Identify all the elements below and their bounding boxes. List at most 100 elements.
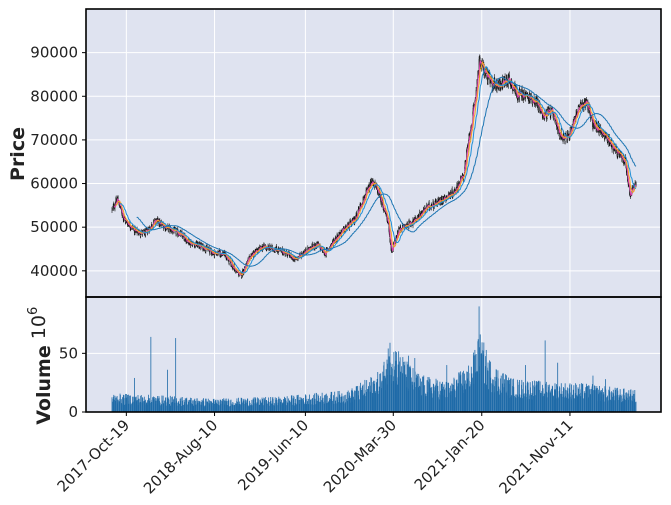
volume-bar — [314, 398, 316, 412]
volume-bar — [557, 362, 559, 412]
volume-bar — [126, 393, 128, 412]
volume-bar — [333, 403, 335, 412]
volume-bar — [170, 405, 171, 412]
volume-bar — [620, 395, 621, 412]
volume-bar — [490, 377, 492, 412]
volume-bar — [391, 368, 393, 412]
volume-bar — [588, 385, 590, 412]
volume-bar — [335, 403, 337, 412]
price-panel: 40000 50000 60000 70000 80000 90000 — [30, 9, 661, 297]
volume-bar — [169, 395, 171, 412]
volume-bar — [195, 400, 197, 412]
volume-bar — [274, 397, 276, 412]
candle-body — [115, 197, 117, 203]
volume-panel: 0 50 — [59, 297, 661, 421]
volume-bar — [379, 373, 381, 412]
x-tick-label: 2020-Mar-30 — [320, 416, 400, 496]
volume-bar — [327, 402, 328, 412]
volume-bar — [239, 403, 241, 412]
volume-bar — [304, 403, 305, 412]
volume-bar — [601, 389, 603, 412]
volume-bar — [339, 396, 341, 412]
volume-bar — [125, 393, 126, 412]
volume-bar — [325, 394, 326, 412]
candle-body — [473, 104, 475, 106]
volume-bar — [142, 401, 144, 412]
volume-bar — [396, 352, 397, 412]
candle-body — [525, 93, 527, 95]
candle-body — [153, 220, 155, 222]
volume-bar — [265, 396, 267, 412]
volume-bar — [264, 400, 266, 412]
candle-body — [602, 134, 604, 137]
volume-bar — [492, 384, 494, 412]
price-y-tick-label: 50000 — [30, 218, 78, 236]
candle-body — [479, 57, 481, 60]
volume-bar — [155, 400, 157, 412]
volume-bar — [425, 393, 427, 412]
volume-bar — [297, 394, 299, 412]
volume-bar — [238, 397, 239, 412]
volume-bar — [448, 392, 450, 412]
candle-body — [565, 133, 567, 136]
volume-bar — [511, 395, 513, 412]
volume-bar — [609, 392, 611, 412]
volume-bar — [325, 393, 327, 412]
volume-bar — [590, 388, 592, 412]
volume-bar — [293, 396, 295, 412]
volume-bar — [530, 387, 531, 412]
volume-bar — [496, 391, 498, 412]
volume-bar — [258, 398, 259, 412]
volume-bar — [205, 398, 207, 412]
candle-body — [352, 218, 354, 220]
candle-body — [632, 186, 634, 189]
volume-bar — [176, 398, 177, 412]
candle-body — [544, 111, 546, 115]
volume-bar — [438, 397, 439, 412]
candle-body — [251, 253, 253, 255]
volume-bar — [310, 399, 312, 412]
volume-bar — [555, 389, 556, 412]
volume-bar — [574, 398, 575, 412]
candle-body — [534, 102, 536, 104]
volume-bar — [389, 362, 391, 412]
volume-bar — [469, 386, 471, 412]
volume-bar — [249, 402, 251, 412]
candle-body — [377, 190, 379, 195]
volume-bar — [488, 389, 490, 412]
volume-bar — [538, 380, 540, 412]
volume-scale-exponent: 6 — [26, 307, 41, 315]
price-y-tick-label: 70000 — [30, 131, 78, 149]
volume-bar — [521, 379, 523, 412]
volume-bar — [551, 388, 552, 412]
volume-bar — [216, 403, 218, 412]
volume-bar — [521, 398, 523, 412]
volume-bar — [343, 395, 345, 412]
volume-bar — [240, 397, 242, 412]
volume-bar — [306, 404, 307, 412]
volume-bar — [291, 395, 293, 412]
volume-bar — [548, 384, 550, 412]
volume-bar — [218, 404, 220, 412]
ma-10-line — [115, 61, 637, 276]
volume-bar — [147, 400, 148, 412]
candle-body — [423, 208, 425, 210]
volume-bar — [186, 397, 188, 412]
candle-body — [289, 256, 291, 258]
volume-bar — [184, 398, 186, 412]
volume-bar — [412, 389, 414, 412]
volume-bar — [276, 405, 278, 412]
volume-bar — [559, 387, 561, 412]
candle-body — [238, 274, 240, 277]
volume-bar — [485, 349, 487, 412]
candle-body — [601, 132, 603, 134]
volume-bar — [230, 403, 232, 412]
candle-body — [522, 100, 524, 102]
candle-body — [477, 70, 479, 76]
volume-bar — [172, 401, 174, 412]
volume-bar — [446, 365, 448, 412]
volume-bar — [287, 402, 289, 412]
candle-body — [122, 213, 123, 216]
volume-bar — [270, 400, 272, 412]
volume-bar — [285, 399, 287, 412]
